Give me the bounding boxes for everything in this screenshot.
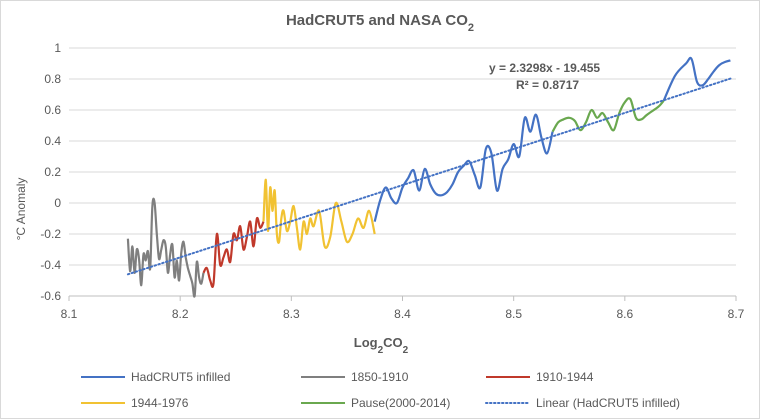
y-tick-label: -0.2 (40, 227, 61, 241)
x-axis-label: Log2CO2 (354, 335, 409, 356)
legend-label: 1850-1910 (351, 370, 409, 384)
x-axis-label-log: Log (354, 335, 378, 350)
gridlines (69, 47, 736, 266)
x-axis-label-sub: 2 (378, 345, 384, 356)
legend-label: Linear (HadCRUT5 infilled) (536, 396, 680, 410)
y-tick-label: 1 (54, 41, 61, 55)
axes (68, 295, 737, 301)
x-tick-label: 8.3 (283, 307, 300, 321)
y-tick-label: 0.4 (44, 134, 61, 148)
trendline (126, 77, 732, 276)
series-line-pause-2000-2014- (551, 97, 665, 133)
y-tick-label: 0.6 (44, 103, 61, 117)
y-tick-label: -0.6 (40, 289, 61, 303)
x-tick-label: 8.4 (394, 307, 411, 321)
chart-title-main: HadCRUT5 and NASA CO (286, 12, 468, 29)
tick-labels: -0.6 -0.4 -0.2 0 0.2 0.4 0.6 0.8 1 8.1 8.2 8.3 8.4 8.… (40, 41, 744, 321)
y-tick-label: -0.4 (40, 258, 61, 272)
legend-label: Pause(2000-2014) (351, 396, 450, 410)
x-tick-label: 8.1 (61, 307, 78, 321)
series-line-1850-1910 (126, 197, 205, 298)
x-tick-label: 8.2 (172, 307, 189, 321)
y-axis-label: °C Anomaly (14, 178, 28, 241)
x-tick-label: 8.6 (616, 307, 633, 321)
y-tick-label: 0.8 (44, 72, 61, 86)
series-line-1910-1944 (202, 216, 265, 288)
legend-label: 1910-1944 (536, 370, 594, 384)
series-line-hadcrut5 (662, 56, 731, 102)
y-tick-label: 0 (54, 196, 61, 210)
series-line-1944-1976 (262, 178, 376, 251)
trendline-linear (126, 77, 732, 276)
series-line-hadcrut5 (373, 113, 554, 222)
x-tick-label: 8.5 (505, 307, 522, 321)
legend-label: 1944-1976 (131, 396, 189, 410)
trend-r-squared: R² = 0.8717 (516, 78, 579, 92)
x-axis-label-co: CO (383, 335, 403, 350)
chart-title: HadCRUT5 and NASA CO2 (286, 12, 474, 34)
legend: HadCRUT5 infilled 1850-1910 1910-1944 1944-… (81, 370, 680, 410)
x-tick-label: 8.7 (728, 307, 745, 321)
y-tick-label: 0.2 (44, 165, 61, 179)
x-axis-label-sub2: 2 (403, 345, 409, 356)
chart-title-subscript: 2 (468, 22, 474, 34)
legend-label: HadCRUT5 infilled (131, 370, 230, 384)
trend-equation: y = 2.3298x - 19.455 (489, 61, 600, 75)
